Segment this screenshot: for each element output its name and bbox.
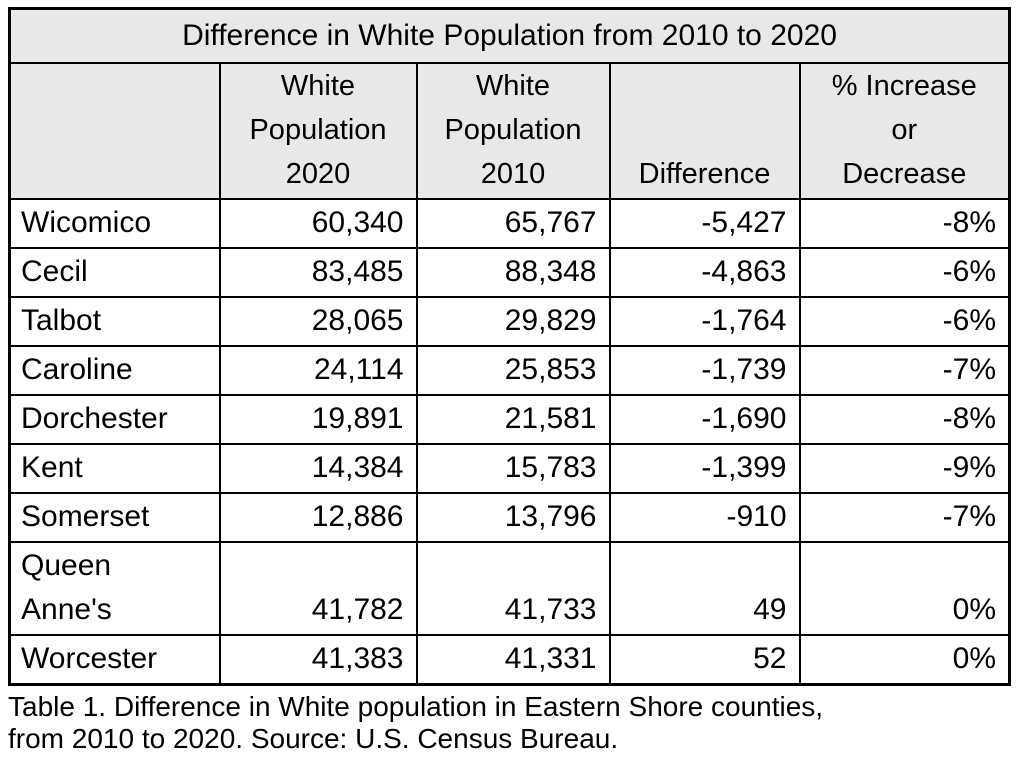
table-row: Queen Anne's 41,782 41,733 49 0% — [8, 541, 1011, 636]
county-cell: Somerset — [8, 492, 221, 543]
table-row: Caroline 24,114 25,853 -1,739 -7% — [8, 345, 1011, 396]
table-title: Difference in White Population from 2010… — [8, 7, 1011, 64]
pop2010-cell: 88,348 — [415, 247, 611, 298]
table-row: Somerset 12,886 13,796 -910 -7% — [8, 492, 1011, 543]
percent-cell: -8% — [798, 198, 1011, 249]
difference-cell: -1,690 — [608, 394, 801, 445]
pop2010-cell: 29,829 — [415, 296, 611, 347]
table-row: Talbot 28,065 29,829 -1,764 -6% — [8, 296, 1011, 347]
pop2010-cell: 41,331 — [415, 634, 611, 686]
population-table: Difference in White Population from 2010… — [8, 7, 1012, 686]
table-row: Cecil 83,485 88,348 -4,863 -6% — [8, 247, 1011, 298]
percent-cell: 0% — [798, 634, 1011, 686]
pop2010-cell: 41,733 — [415, 541, 611, 636]
county-cell: Queen Anne's — [8, 541, 221, 636]
difference-cell: -5,427 — [608, 198, 801, 249]
pop2020-cell: 28,065 — [218, 296, 418, 347]
percent-cell: -6% — [798, 247, 1011, 298]
pop2010-cell: 13,796 — [415, 492, 611, 543]
pop2020-cell: 12,886 — [218, 492, 418, 543]
table-row: Kent 14,384 15,783 -1,399 -9% — [8, 443, 1011, 494]
pop2010-cell: 21,581 — [415, 394, 611, 445]
pop2010-cell: 25,853 — [415, 345, 611, 396]
table-title-row: Difference in White Population from 2010… — [8, 7, 1011, 64]
county-cell: Caroline — [8, 345, 221, 396]
county-cell: Talbot — [8, 296, 221, 347]
percent-cell: -6% — [798, 296, 1011, 347]
column-header-percent: % Increase or Decrease — [798, 62, 1011, 200]
table-header-row: White Population 2020 White Population 2… — [8, 62, 1011, 200]
column-header-pop2010: White Population 2010 — [415, 62, 611, 200]
difference-cell: -1,764 — [608, 296, 801, 347]
pop2020-cell: 83,485 — [218, 247, 418, 298]
table-row: Worcester 41,383 41,331 52 0% — [8, 634, 1011, 686]
difference-cell: -4,863 — [608, 247, 801, 298]
column-header-pop2020: White Population 2020 — [218, 62, 418, 200]
pop2020-cell: 41,782 — [218, 541, 418, 636]
column-header-county — [8, 62, 221, 200]
table-caption: Table 1. Difference in White population … — [8, 691, 824, 754]
difference-cell: -1,739 — [608, 345, 801, 396]
column-header-difference: Difference — [608, 62, 801, 200]
difference-cell: -910 — [608, 492, 801, 543]
percent-cell: 0% — [798, 541, 1011, 636]
pop2020-cell: 14,384 — [218, 443, 418, 494]
pop2020-cell: 24,114 — [218, 345, 418, 396]
county-cell: Kent — [8, 443, 221, 494]
pop2010-cell: 15,783 — [415, 443, 611, 494]
percent-cell: -7% — [798, 492, 1011, 543]
county-cell: Cecil — [8, 247, 221, 298]
pop2020-cell: 19,891 — [218, 394, 418, 445]
percent-cell: -8% — [798, 394, 1011, 445]
county-cell: Wicomico — [8, 198, 221, 249]
difference-cell: 52 — [608, 634, 801, 686]
difference-cell: 49 — [608, 541, 801, 636]
table-row: Wicomico 60,340 65,767 -5,427 -8% — [8, 198, 1011, 249]
county-cell: Worcester — [8, 634, 221, 686]
percent-cell: -7% — [798, 345, 1011, 396]
pop2010-cell: 65,767 — [415, 198, 611, 249]
percent-cell: -9% — [798, 443, 1011, 494]
county-cell: Dorchester — [8, 394, 221, 445]
table-row: Dorchester 19,891 21,581 -1,690 -8% — [8, 394, 1011, 445]
pop2020-cell: 41,383 — [218, 634, 418, 686]
difference-cell: -1,399 — [608, 443, 801, 494]
pop2020-cell: 60,340 — [218, 198, 418, 249]
table-body: Wicomico 60,340 65,767 -5,427 -8% Cecil 83,485… — [8, 198, 1011, 686]
